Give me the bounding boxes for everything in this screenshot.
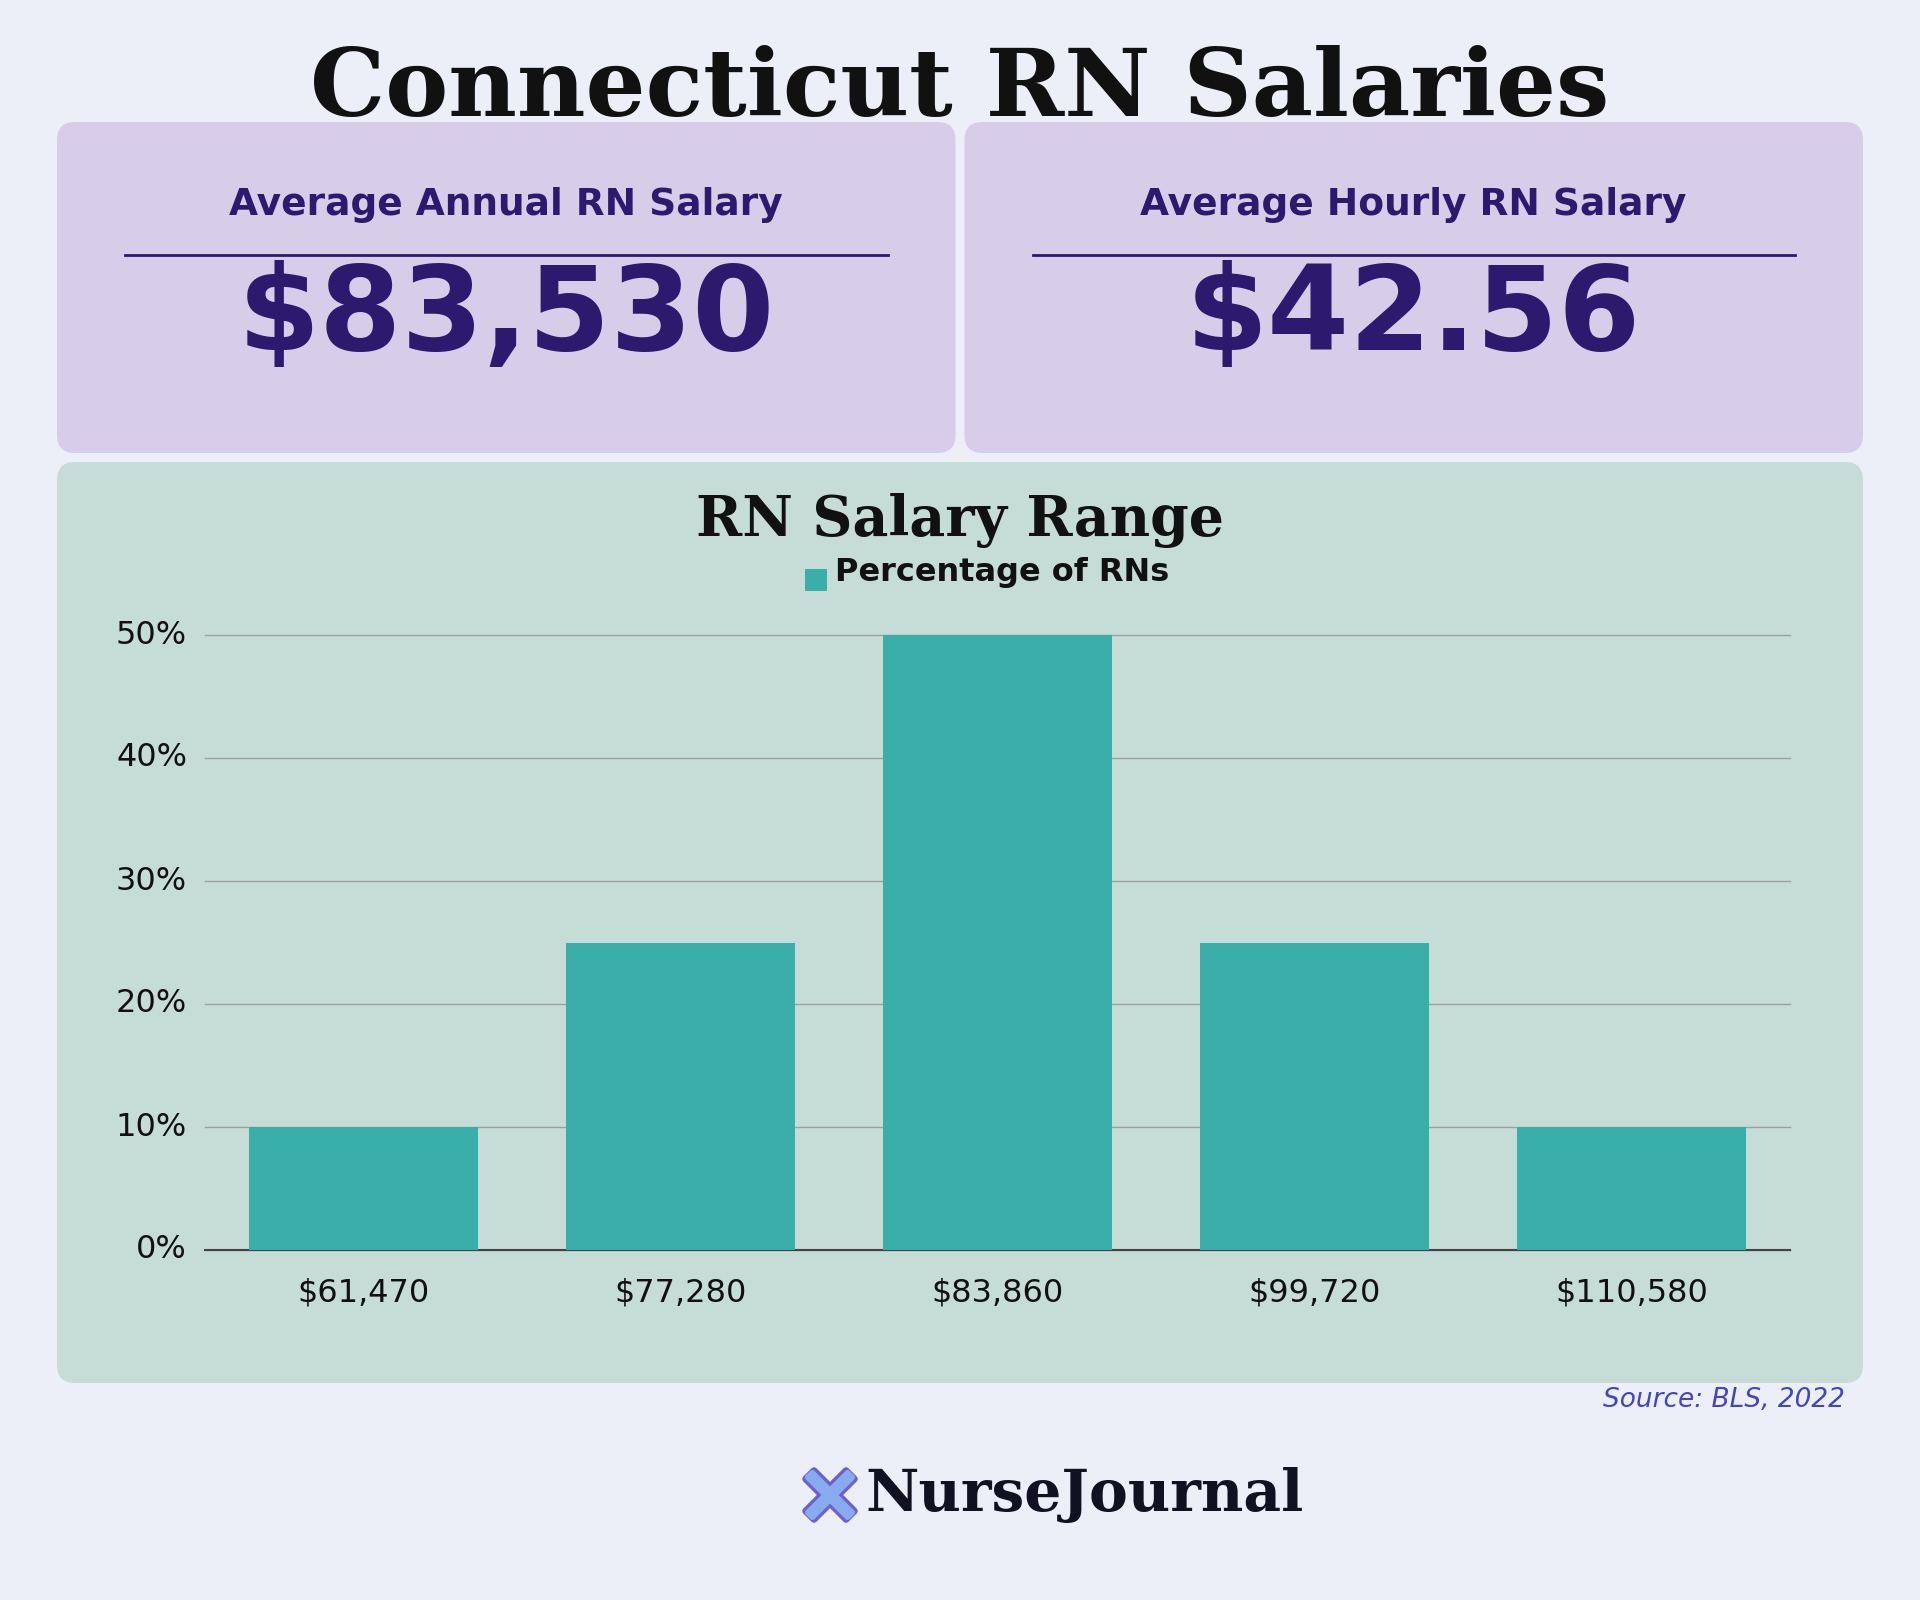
FancyBboxPatch shape <box>58 122 956 453</box>
Text: NurseJournal: NurseJournal <box>866 1467 1304 1523</box>
FancyBboxPatch shape <box>58 462 1862 1382</box>
FancyBboxPatch shape <box>803 1467 858 1523</box>
Text: $99,720: $99,720 <box>1248 1278 1380 1309</box>
Text: 10%: 10% <box>115 1112 186 1142</box>
Text: Average Hourly RN Salary: Average Hourly RN Salary <box>1140 187 1688 222</box>
Text: Average Annual RN Salary: Average Annual RN Salary <box>228 187 783 222</box>
FancyBboxPatch shape <box>964 122 1862 453</box>
Text: Percentage of RNs: Percentage of RNs <box>835 557 1169 589</box>
FancyBboxPatch shape <box>804 570 828 590</box>
Text: $83,530: $83,530 <box>238 259 776 374</box>
Text: 20%: 20% <box>115 989 186 1019</box>
FancyBboxPatch shape <box>803 1467 858 1523</box>
Text: $83,860: $83,860 <box>931 1278 1064 1309</box>
FancyBboxPatch shape <box>883 635 1112 1250</box>
Text: $42.56: $42.56 <box>1187 259 1642 374</box>
FancyBboxPatch shape <box>566 942 795 1250</box>
FancyBboxPatch shape <box>804 1470 854 1520</box>
Text: 0%: 0% <box>136 1235 186 1266</box>
Text: RN Salary Range: RN Salary Range <box>695 493 1225 547</box>
FancyBboxPatch shape <box>1200 942 1428 1250</box>
Text: 30%: 30% <box>115 866 186 896</box>
Text: $110,580: $110,580 <box>1555 1278 1709 1309</box>
FancyBboxPatch shape <box>1517 1126 1745 1250</box>
Text: Connecticut RN Salaries: Connecticut RN Salaries <box>311 45 1609 134</box>
Text: Source: BLS, 2022: Source: BLS, 2022 <box>1603 1387 1845 1413</box>
FancyBboxPatch shape <box>250 1126 478 1250</box>
Text: $61,470: $61,470 <box>298 1278 430 1309</box>
Text: 40%: 40% <box>115 742 186 773</box>
Text: $77,280: $77,280 <box>614 1278 747 1309</box>
Text: 50%: 50% <box>115 619 186 651</box>
FancyBboxPatch shape <box>804 1470 854 1520</box>
